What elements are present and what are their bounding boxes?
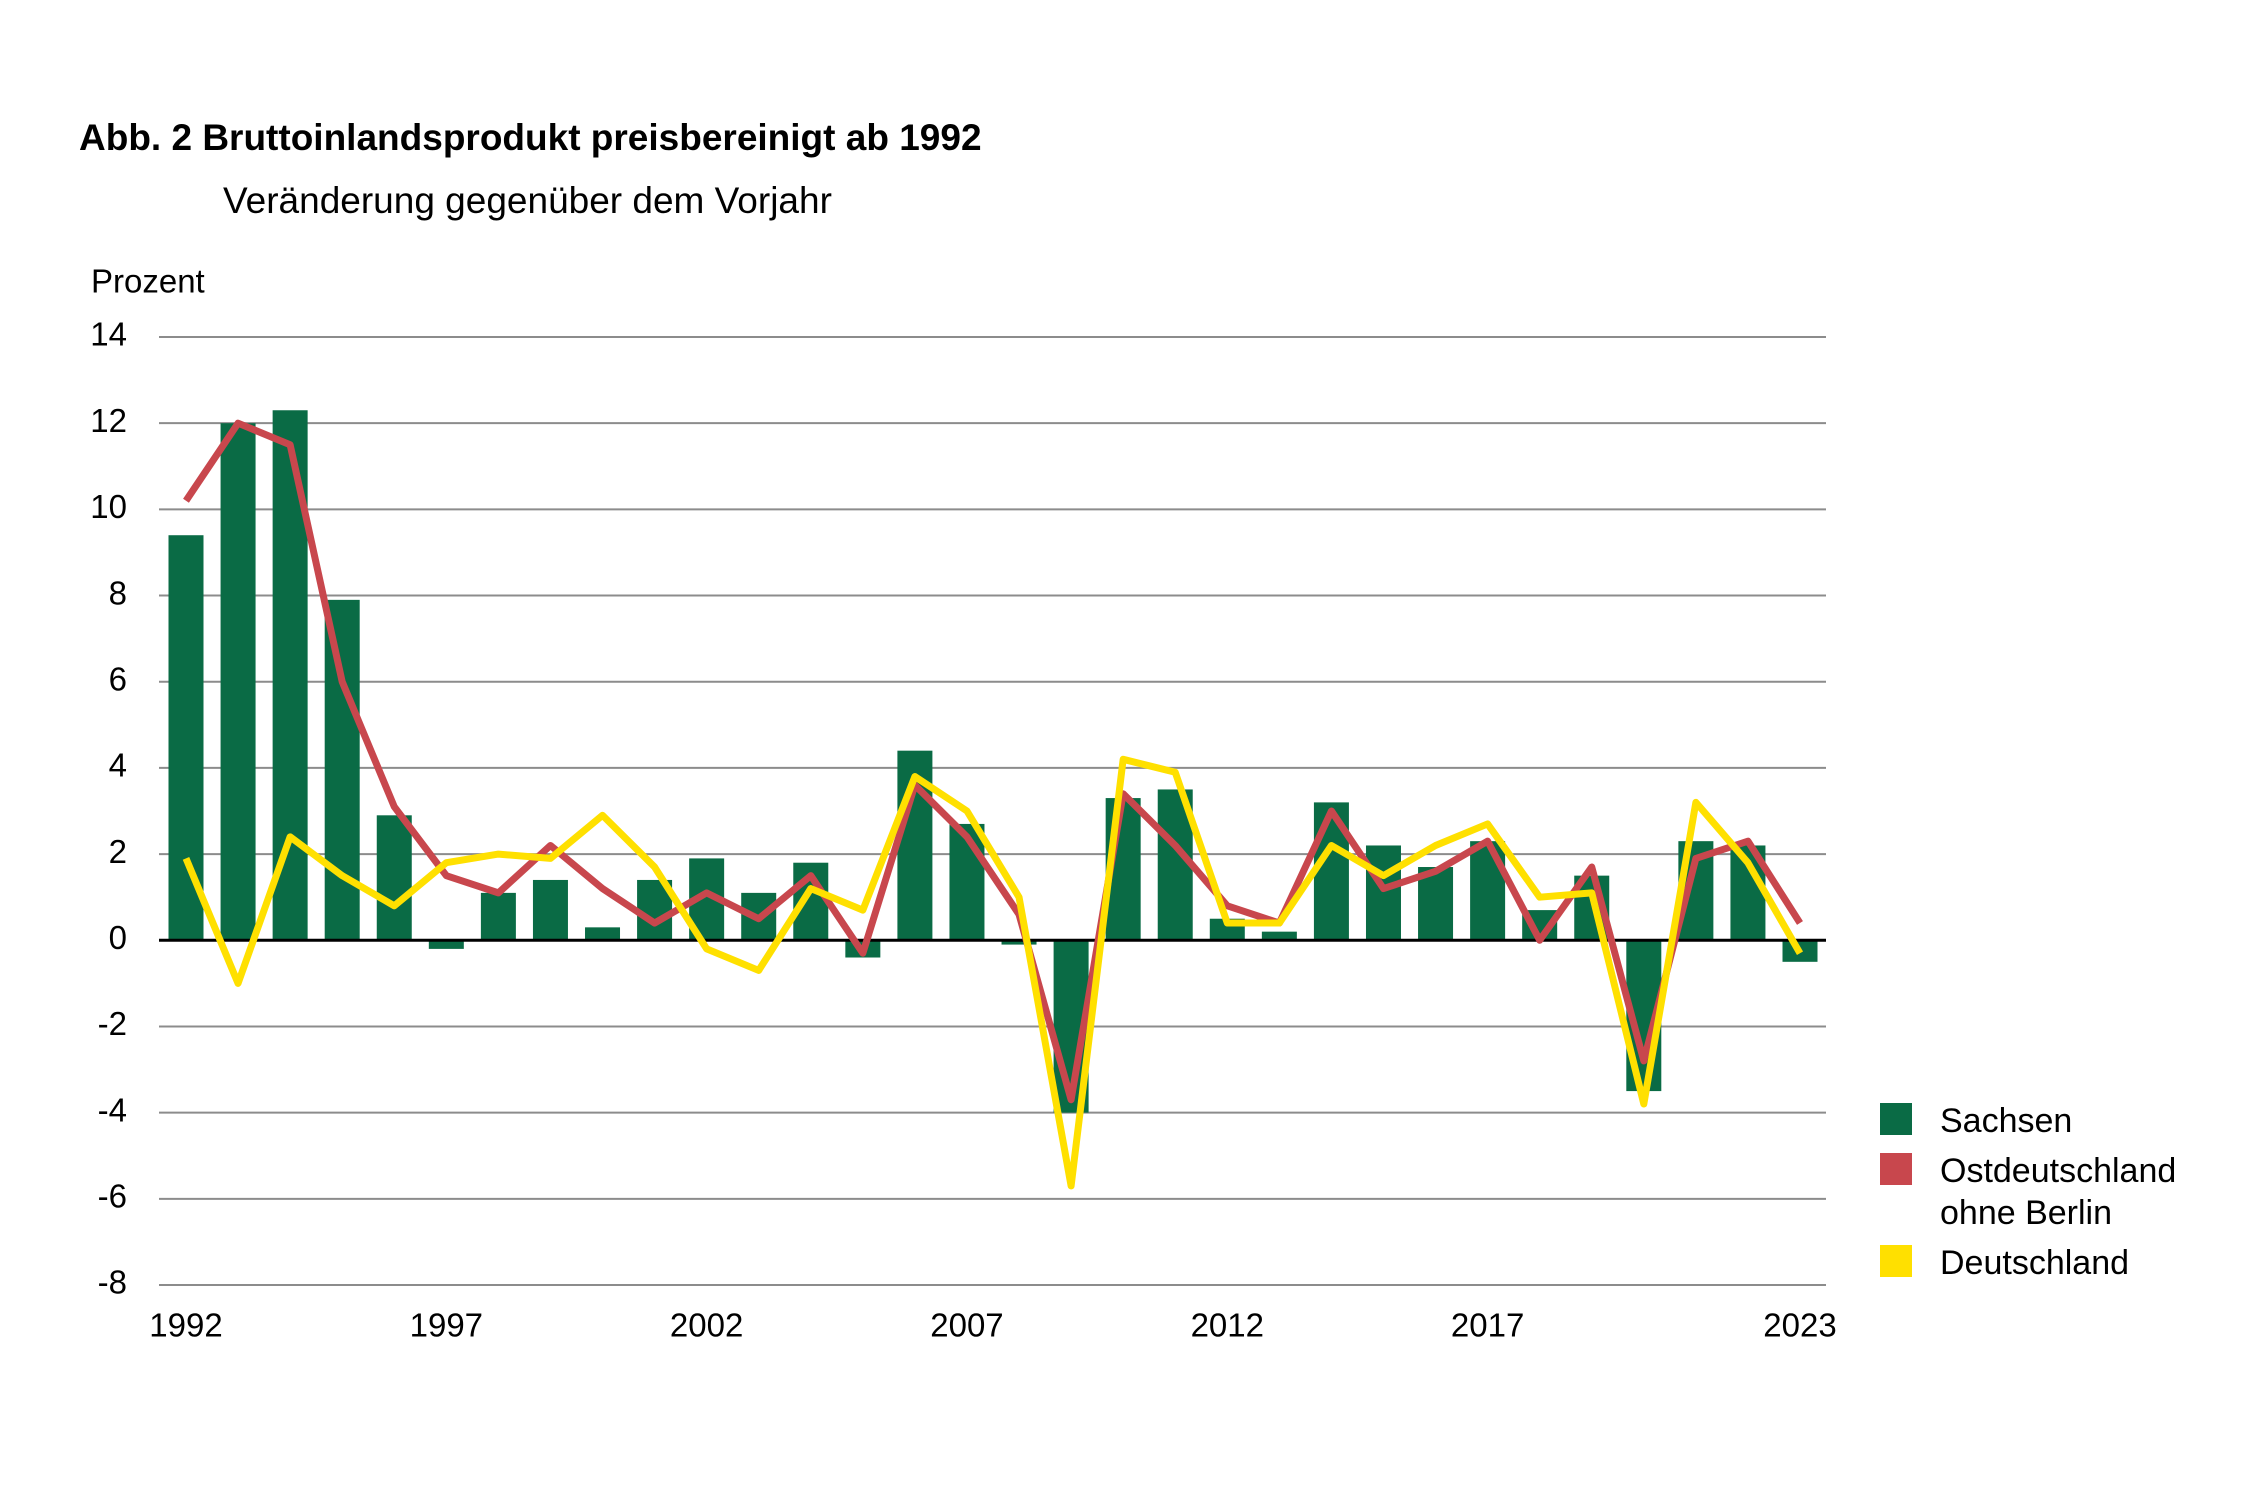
y-tick-label: 0 (109, 919, 127, 956)
y-tick-label: -2 (98, 1005, 127, 1042)
legend-item: Ostdeutschland ohne Berlin (1880, 1150, 2230, 1234)
legend-item: Deutschland (1880, 1242, 2230, 1284)
x-tick-label: 2023 (1763, 1307, 1836, 1344)
bar (1470, 841, 1506, 941)
bar (220, 423, 256, 941)
y-tick-label: -4 (98, 1091, 127, 1128)
legend-label: Deutschland (1940, 1244, 2130, 1282)
x-tick-label: 2007 (930, 1307, 1003, 1344)
bar (532, 879, 568, 941)
bar (324, 599, 360, 941)
legend-label: Ostdeutschland ohne Berlin (1940, 1152, 2177, 1232)
legend-swatch (1880, 1103, 1912, 1135)
bar (1001, 940, 1037, 945)
bar (1418, 867, 1454, 941)
y-tick-label: 12 (90, 402, 127, 439)
bar (428, 940, 464, 949)
y-tick-label: 4 (109, 747, 127, 784)
legend-swatch (1880, 1245, 1912, 1277)
x-tick-label: 1997 (410, 1307, 483, 1344)
y-tick-label: 8 (109, 574, 127, 611)
y-tick-label: -6 (98, 1178, 127, 1215)
y-tick-label: 6 (109, 660, 127, 697)
x-tick-label: 2012 (1191, 1307, 1264, 1344)
y-tick-label: -8 (98, 1264, 127, 1301)
bar (376, 815, 412, 941)
y-axis-label: Prozent (91, 263, 205, 300)
y-tick-label: 2 (109, 833, 127, 870)
x-tick-label: 2002 (670, 1307, 743, 1344)
chart-subtitle: Veränderung gegenüber dem Vorjahr (223, 180, 832, 221)
bar (1261, 931, 1297, 941)
x-tick-label: 2017 (1451, 1307, 1524, 1344)
line-series (182, 755, 1804, 1190)
bar (168, 535, 204, 941)
bar (480, 892, 516, 941)
y-tick-label: 10 (90, 488, 127, 525)
legend-item: Sachsen (1880, 1100, 2230, 1142)
chart-title: Abb. 2 Bruttoinlandsprodukt preisbereini… (79, 117, 982, 158)
y-tick-label: 14 (90, 316, 127, 353)
bar (585, 927, 621, 941)
x-tick-label: 1992 (149, 1307, 222, 1344)
legend-label: Sachsen (1940, 1102, 2073, 1140)
line-series (183, 419, 1803, 1104)
bar (1365, 845, 1401, 941)
bar (949, 823, 985, 941)
legend: Sachsen Ostdeutschland ohne Berlin Deutsch… (1880, 1100, 2230, 1292)
legend-swatch (1880, 1153, 1912, 1185)
